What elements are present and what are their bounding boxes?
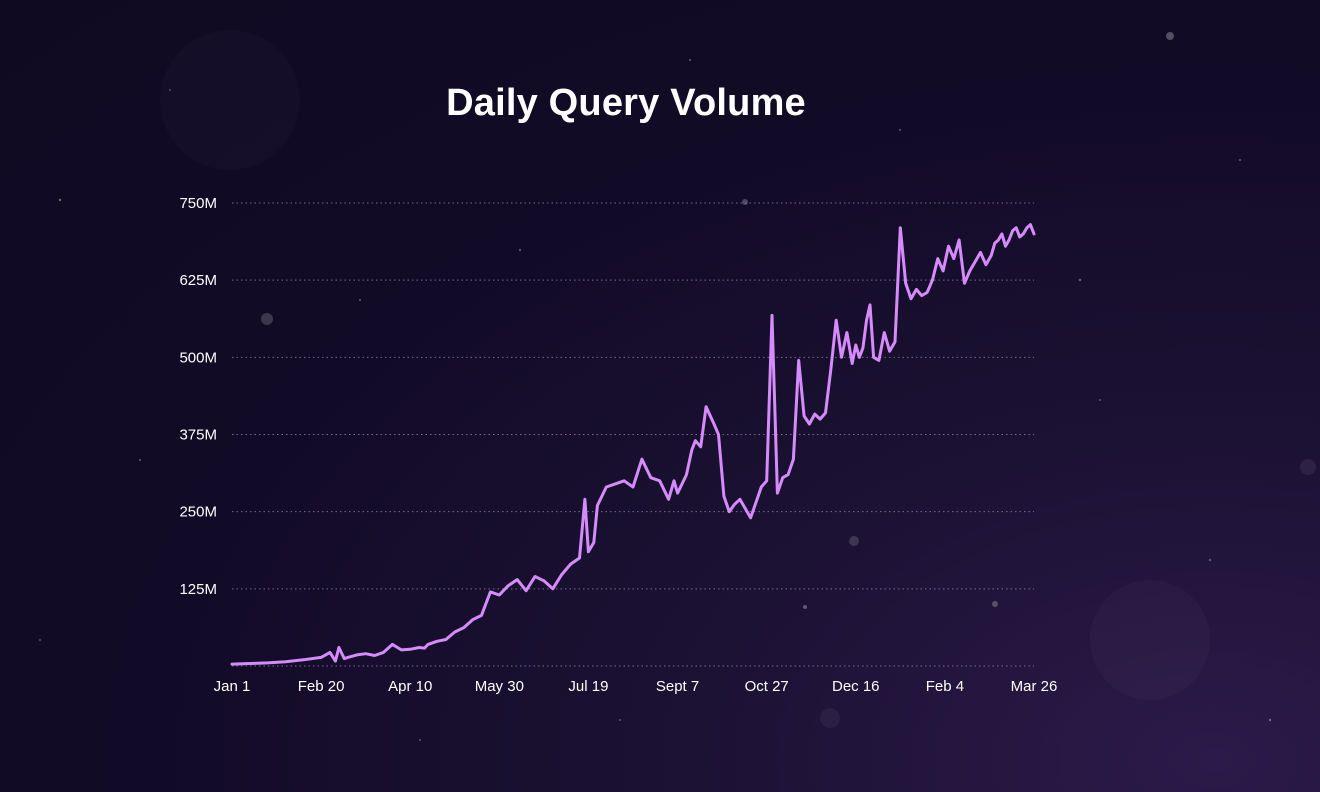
y-tick-label: 250M <box>179 504 217 521</box>
x-tick-label: Jul 19 <box>568 678 608 695</box>
y-tick-label: 500M <box>179 349 217 366</box>
x-tick-label: Dec 16 <box>832 678 880 695</box>
series-line <box>230 223 1036 666</box>
chart-title: Daily Query Volume <box>446 82 806 124</box>
x-tick-label: Sept 7 <box>656 678 699 695</box>
x-tick-label: Feb 20 <box>298 678 345 695</box>
y-tick-label: 750M <box>179 195 217 212</box>
x-tick-label: Oct 27 <box>745 678 789 695</box>
x-tick-label: Apr 10 <box>388 678 432 695</box>
x-tick-label: Jan 1 <box>214 678 251 695</box>
x-tick-label: May 30 <box>475 678 524 695</box>
x-tick-label: Mar 26 <box>1011 678 1058 695</box>
x-tick-label: Feb 4 <box>926 678 964 695</box>
y-tick-label: 125M <box>179 581 217 598</box>
y-tick-label: 625M <box>179 272 217 289</box>
y-tick-label: 375M <box>179 427 217 444</box>
